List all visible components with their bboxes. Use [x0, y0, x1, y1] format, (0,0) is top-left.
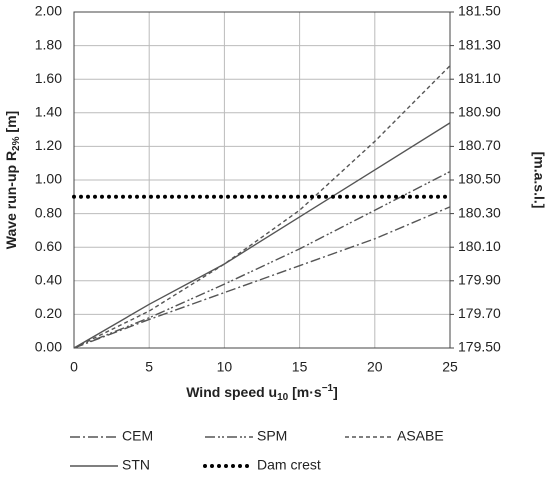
- y2-tick-label: 179.90: [458, 272, 501, 288]
- x-label-part: Wind speed u: [186, 384, 277, 400]
- y-label-part: Wave run-up R: [3, 151, 19, 249]
- x-tick-label: 5: [145, 359, 153, 375]
- series-line: [73, 65, 451, 349]
- y-tick-label: 0.80: [35, 204, 62, 220]
- legend-label: SPM: [257, 428, 287, 444]
- y-tick-label: 1.20: [35, 137, 62, 153]
- x-tick-label: 25: [442, 359, 458, 375]
- x-tick-label: 0: [70, 359, 78, 375]
- legend-label: ASABE: [397, 428, 444, 444]
- y2-tick-label: 180.30: [458, 204, 501, 220]
- y2-tick-label: 181.50: [458, 3, 501, 19]
- y-tick-label: 1.60: [35, 70, 62, 86]
- x-label-sup: −1: [322, 383, 334, 394]
- y-tick-label: 0.60: [35, 238, 62, 254]
- x-tick-label: 10: [217, 359, 233, 375]
- y2-axis-label: [m.a.s.l.]: [531, 152, 547, 209]
- series-line: [73, 170, 451, 349]
- legend-label: Dam crest: [257, 457, 321, 473]
- legend-label: CEM: [122, 428, 153, 444]
- y-tick-label: 0.00: [35, 339, 62, 355]
- y-tick-label: 2.00: [35, 3, 62, 19]
- y2-tick-label: 179.70: [458, 305, 501, 321]
- x-label-part: ]: [333, 384, 338, 400]
- y-label-part: [m]: [3, 111, 19, 137]
- y-tick-label: 0.20: [35, 305, 62, 321]
- y2-tick-label: 180.50: [458, 171, 501, 187]
- legend-label: STN: [122, 457, 150, 473]
- series-line: [73, 206, 451, 349]
- x-tick-label: 20: [367, 359, 383, 375]
- plot-frame: [73, 11, 451, 349]
- x-label-sub: 10: [277, 392, 289, 403]
- y-tick-label: 1.80: [35, 36, 62, 52]
- y-tick-label: 1.00: [35, 171, 62, 187]
- y2-tick-label: 181.30: [458, 36, 501, 52]
- series-line: [73, 122, 451, 349]
- y2-tick-label: 179.50: [458, 339, 501, 355]
- y-label-sub: 2%: [11, 136, 22, 151]
- x-tick-label: 15: [292, 359, 308, 375]
- x-axis-label: Wind speed u10 [m·s−1]: [186, 383, 338, 403]
- x-label-part: [m·s: [288, 384, 322, 400]
- y2-tick-label: 180.70: [458, 137, 501, 153]
- y2-tick-label: 180.10: [458, 238, 501, 254]
- y-tick-label: 1.40: [35, 104, 62, 120]
- y-tick-label: 0.40: [35, 272, 62, 288]
- y2-tick-label: 180.90: [458, 104, 501, 120]
- y-axis-label: Wave run-up R2% [m]: [3, 111, 22, 249]
- y2-tick-label: 181.10: [458, 70, 501, 86]
